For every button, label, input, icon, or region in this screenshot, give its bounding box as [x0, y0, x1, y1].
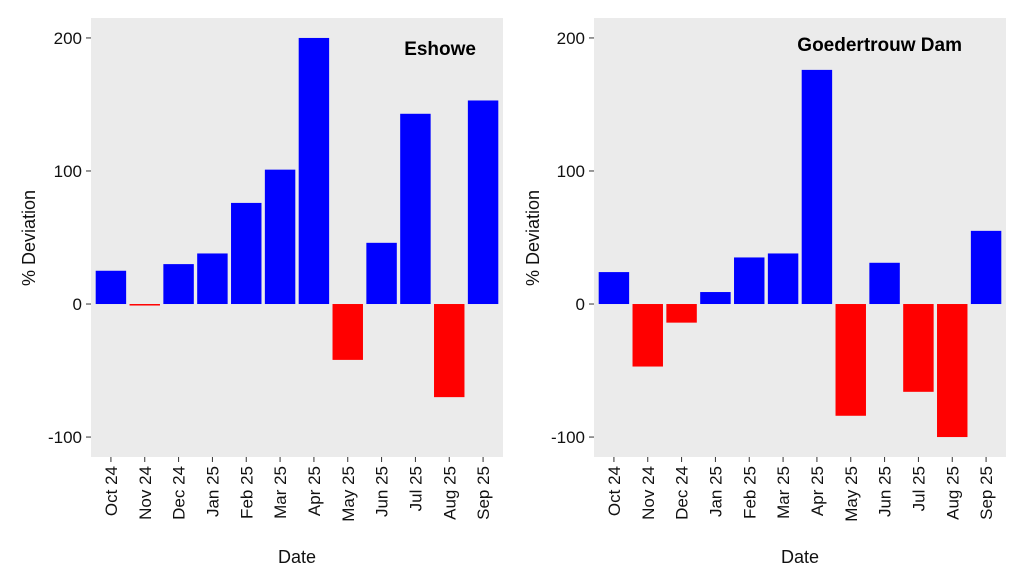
panel-title: Goedertrouw Dam — [797, 35, 962, 56]
y-axis-label: % Deviation — [523, 190, 543, 286]
bar-aug-25 — [434, 304, 465, 398]
bar-oct-24 — [598, 272, 630, 305]
bar-jul-25 — [400, 113, 431, 305]
bar-jul-25 — [903, 304, 934, 392]
bar-may-25 — [835, 304, 866, 416]
x-tick-label: Dec 24 — [673, 466, 692, 520]
bar-sep-25 — [467, 100, 499, 305]
x-axis-label: Date — [781, 547, 819, 567]
x-tick-label: Mar 25 — [774, 466, 793, 519]
bar-mar-25 — [767, 253, 799, 305]
y-tick-label: 200 — [557, 29, 585, 48]
x-tick-label: Feb 25 — [237, 466, 256, 519]
y-tick-label: 0 — [576, 295, 585, 314]
x-tick-label: Apr 25 — [305, 466, 324, 516]
panel-title: Eshowe — [404, 39, 476, 60]
x-tick-label: Aug 25 — [943, 466, 962, 520]
x-tick-label: Oct 24 — [102, 466, 121, 516]
x-tick-label: May 25 — [339, 466, 358, 522]
bar-oct-24 — [95, 270, 127, 305]
bar-apr-25 — [298, 37, 330, 305]
x-tick-label: Jun 25 — [876, 466, 895, 517]
x-tick-label: Nov 24 — [639, 466, 658, 520]
bar-nov-24 — [632, 304, 663, 367]
bar-sep-25 — [970, 230, 1002, 305]
bar-dec-24 — [666, 304, 697, 323]
x-tick-label: Sep 25 — [474, 466, 493, 520]
bar-jan-25 — [700, 292, 731, 305]
x-tick-label: Apr 25 — [808, 466, 827, 516]
x-tick-label: Feb 25 — [740, 466, 759, 519]
bar-apr-25 — [801, 69, 833, 305]
panel-eshowe: 200 100 0 -100 Oct 24 Nov 24 Dec 24 Jan 25 Feb … — [19, 18, 503, 567]
x-tick-label: Jul 25 — [909, 466, 928, 511]
x-axis-label: Date — [278, 547, 316, 567]
x-tick-label: Sep 25 — [977, 466, 996, 520]
y-tick-label: 0 — [73, 295, 82, 314]
panel-goedertrouw-dam: 200 100 0 -100 Oct 24 Nov 24 Dec 24 Jan 25 Feb … — [523, 18, 1006, 567]
x-tick-label: May 25 — [842, 466, 861, 522]
bar-nov-24 — [129, 304, 160, 306]
x-tick-label: Oct 24 — [605, 466, 624, 516]
y-tick-label: 200 — [54, 29, 82, 48]
bar-mar-25 — [264, 169, 296, 305]
x-tick-label: Jul 25 — [406, 466, 425, 511]
y-tick-label: -100 — [551, 428, 585, 447]
bar-feb-25 — [734, 257, 765, 305]
bar-jan-25 — [197, 253, 228, 305]
y-tick-label: -100 — [48, 428, 82, 447]
x-tick-label: Jan 25 — [706, 466, 725, 517]
y-tick-label: 100 — [54, 162, 82, 181]
bar-aug-25 — [937, 304, 968, 438]
x-tick-label: Mar 25 — [271, 466, 290, 519]
bar-feb-25 — [231, 202, 262, 305]
bar-dec-24 — [163, 264, 194, 305]
x-tick-label: Dec 24 — [170, 466, 189, 520]
x-tick-label: Aug 25 — [440, 466, 459, 520]
x-tick-label: Nov 24 — [136, 466, 155, 520]
x-tick-label: Jun 25 — [373, 466, 392, 517]
y-tick-label: 100 — [557, 162, 585, 181]
bar-jun-25 — [869, 262, 900, 305]
bar-jun-25 — [366, 242, 397, 305]
x-tick-label: Jan 25 — [203, 466, 222, 517]
bar-may-25 — [332, 304, 363, 360]
y-axis-label: % Deviation — [19, 190, 39, 286]
